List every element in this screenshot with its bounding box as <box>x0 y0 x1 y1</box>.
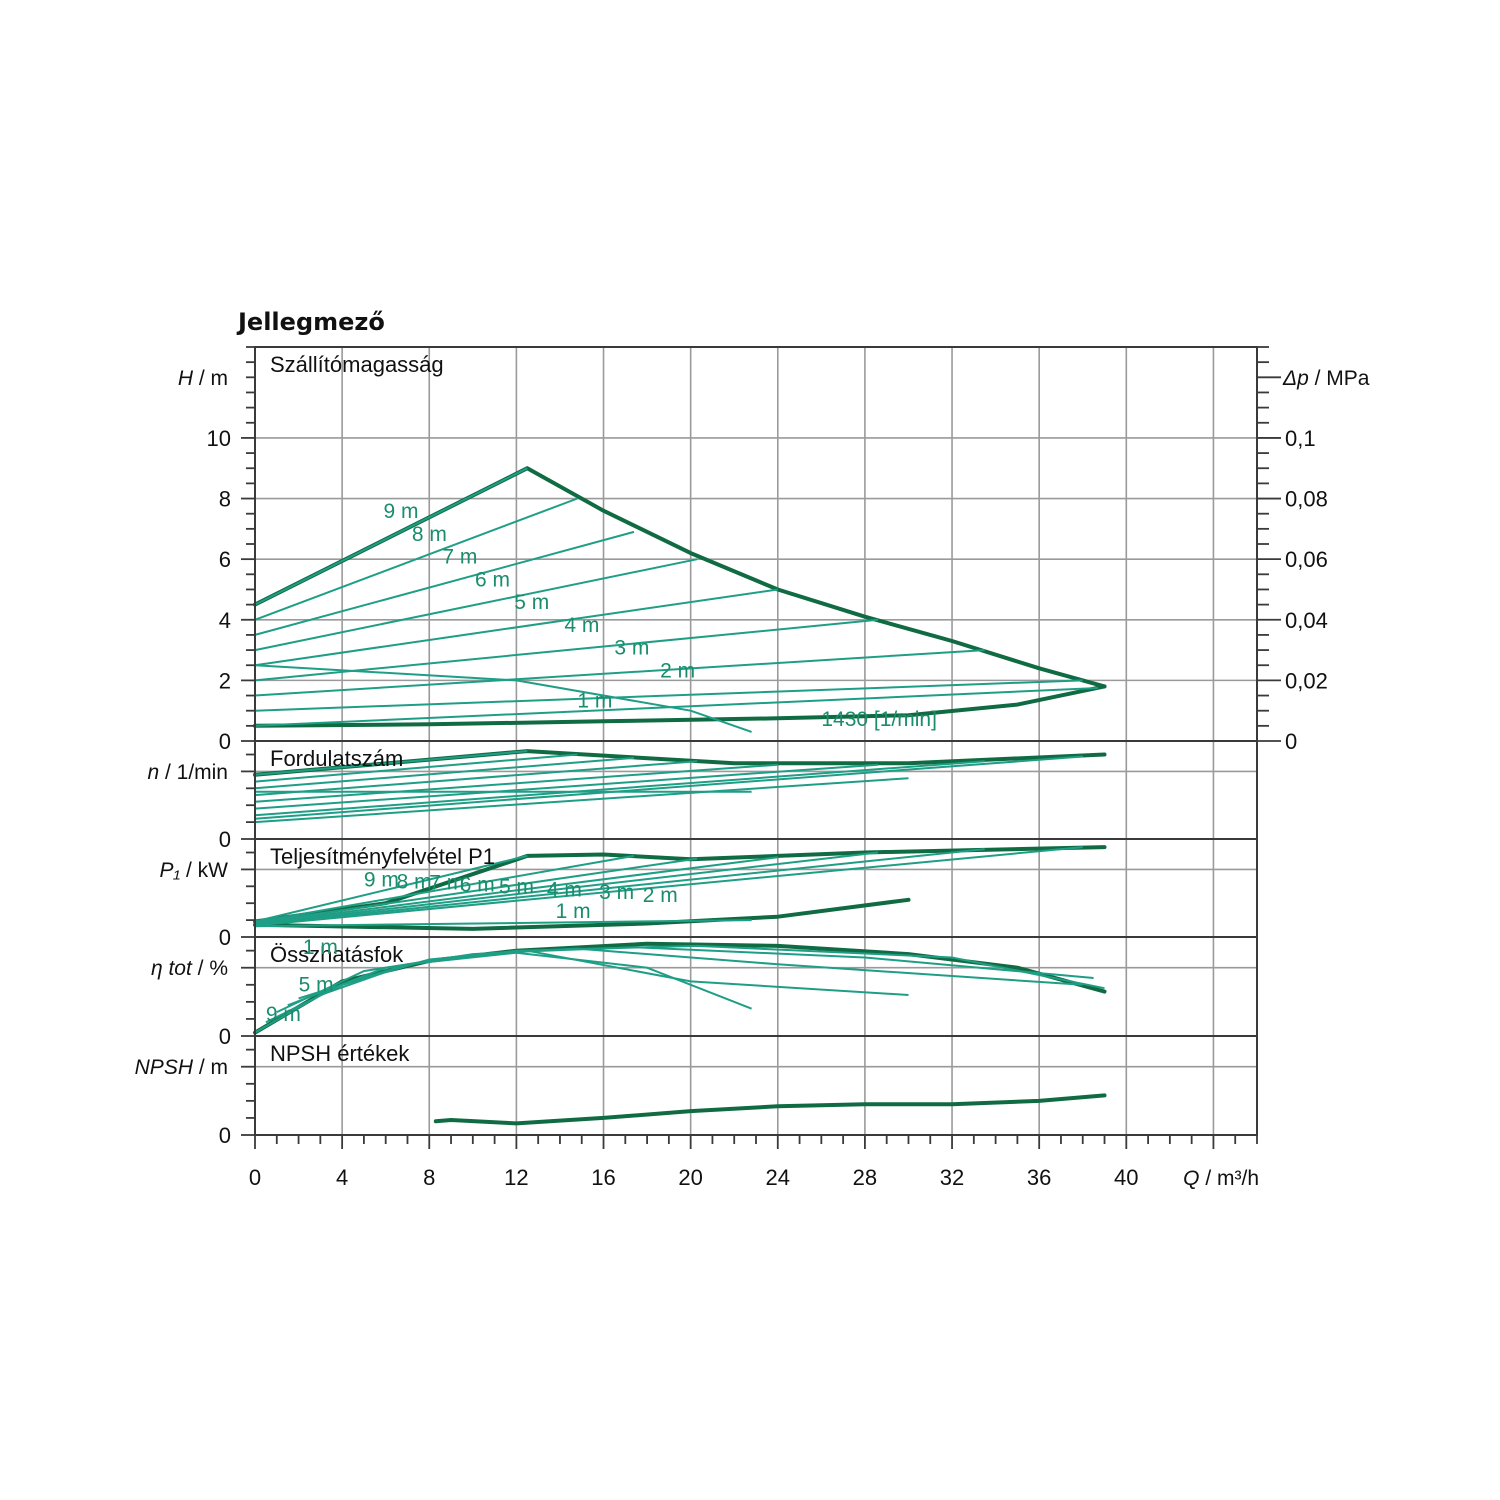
curve-label: 2 m <box>643 884 678 907</box>
x-tick-label: 16 <box>591 1165 615 1190</box>
y-tick-label: 2 <box>219 668 231 693</box>
power-curve-3-m <box>254 846 1083 927</box>
right-tick-label: 0,08 <box>1285 487 1328 512</box>
curve-label: 9 m <box>266 1003 301 1026</box>
y-axis-label: H / m <box>178 367 228 390</box>
curve-label: 8 m <box>397 870 432 893</box>
curve-label: 2 m <box>660 659 695 682</box>
power-curve-2-m <box>254 919 752 928</box>
curve-label: 1 m <box>556 900 591 923</box>
head-curve-6-m <box>254 558 698 652</box>
right-tick-label: 0,1 <box>1285 426 1316 451</box>
power-curve-4-m <box>254 848 985 926</box>
panel-title: Fordulatszám <box>270 746 403 771</box>
speed-curve-1-m <box>254 777 909 824</box>
x-axis-label: Q / m³/h <box>1183 1167 1259 1190</box>
curve-label: 1 m <box>577 690 612 713</box>
npsh-curve-npsh <box>433 1093 1107 1126</box>
y-tick-label: 0 <box>219 729 231 754</box>
speed-curve-2-m <box>254 755 1083 820</box>
power-curve-5-m <box>254 851 879 926</box>
head-curve-3-m <box>254 649 985 697</box>
x-tick-label: 36 <box>1027 1165 1051 1190</box>
y-axis-label: n / 1/min <box>147 761 228 784</box>
right-tick-label: 0 <box>1285 729 1297 754</box>
head-curve-max <box>253 466 1107 689</box>
head-curve-min <box>253 684 1107 728</box>
curve-label: 4 m <box>564 614 599 637</box>
head-curve-7-m <box>254 530 635 636</box>
y-tick-label: 4 <box>219 608 231 633</box>
x-tick-label: 24 <box>766 1165 790 1190</box>
right-tick-label: 0,04 <box>1285 608 1328 633</box>
curve-label: 5 m <box>514 591 549 614</box>
y-tick-label: 0 <box>219 827 231 852</box>
x-tick-label: 20 <box>678 1165 702 1190</box>
y-tick-label: 0 <box>219 1024 231 1049</box>
panel-title: Szállítómagasság <box>270 352 444 377</box>
y-tick-label: 0 <box>219 1123 231 1148</box>
power-curve-7-m <box>254 857 698 924</box>
curves-layer <box>253 466 1107 1126</box>
head-curve-8-m <box>254 497 578 621</box>
power-curve-min <box>253 897 911 931</box>
power-curve-6-m <box>254 856 778 925</box>
right-tick-label: 0,02 <box>1285 668 1328 693</box>
speed-curve-8-m <box>254 753 578 783</box>
curve-label: 7 m <box>429 872 464 895</box>
curve-label: 5 m <box>499 876 534 899</box>
head-curve-5-m <box>254 588 778 667</box>
chart-title: Jellegmező <box>236 308 385 336</box>
x-tick-label: 4 <box>336 1165 348 1190</box>
curve-label: 1 m <box>303 936 338 959</box>
efficiency-curve-5-m <box>298 944 1105 1000</box>
y-tick-label: 0 <box>219 925 231 950</box>
curve-label: 3 m <box>599 881 634 904</box>
panel-title: Összhatásfok <box>270 942 404 967</box>
speed-curve-5-m <box>254 763 778 803</box>
curve-label: 5 m <box>299 974 334 997</box>
y-tick-label: 8 <box>219 487 231 512</box>
speed-curve-6-m <box>254 760 698 797</box>
panel-title: NPSH értékek <box>270 1041 410 1066</box>
x-tick-label: 12 <box>504 1165 528 1190</box>
frame-layer <box>254 346 1258 1136</box>
head-curve-1430-1-min- <box>254 664 752 733</box>
speed-curve-3-m <box>254 760 985 817</box>
right-axis-label: Δp / MPa <box>1282 367 1370 390</box>
x-tick-label: 8 <box>423 1165 435 1190</box>
y-axis-label: P₁ / kW <box>160 859 229 882</box>
curve-label: 6 m <box>460 874 495 897</box>
y-axis-label: η tot / % <box>151 957 228 980</box>
curve-label: 6 m <box>475 568 510 591</box>
y-tick-label: 6 <box>219 547 231 572</box>
curve-label: 7 m <box>442 546 477 569</box>
x-tick-label: 32 <box>940 1165 964 1190</box>
x-tick-label: 28 <box>853 1165 877 1190</box>
y-axis-label: NPSH / m <box>135 1056 228 1079</box>
curve-label: 4 m <box>547 878 582 901</box>
x-tick-label: 0 <box>249 1165 261 1190</box>
head-curve-1-m <box>254 687 1099 727</box>
speed-curve-4-m <box>254 763 879 810</box>
head-curve-9-m <box>254 467 528 606</box>
power-curve-8-m <box>254 854 635 924</box>
curve-label: 8 m <box>412 523 447 546</box>
curve-label: 3 m <box>614 637 649 660</box>
head-curve-2-m <box>254 679 1083 712</box>
curve-label: 1430 [1/min] <box>821 708 937 731</box>
power-curve-9-m <box>254 854 528 923</box>
right-tick-label: 0,06 <box>1285 547 1328 572</box>
y-tick-label: 10 <box>207 426 231 451</box>
curve-label: 9 m <box>384 500 419 523</box>
speed-curve-9-m <box>254 750 528 776</box>
x-tick-label: 40 <box>1114 1165 1138 1190</box>
speed-curve-7-m <box>254 756 635 790</box>
curve-label: 9 m <box>364 868 399 891</box>
panel-title: Teljesítményfelvétel P1 <box>270 844 495 869</box>
